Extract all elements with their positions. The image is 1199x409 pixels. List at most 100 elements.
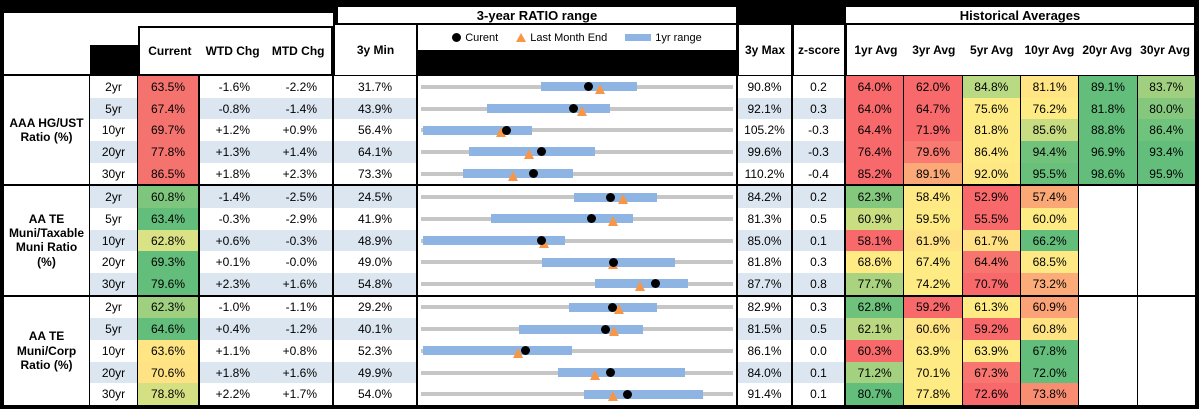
mtd-chg-cell[interactable]: +0.9% — [282, 123, 317, 138]
three-year-min-cell[interactable]: 49.0% — [332, 251, 416, 274]
avg-cell-30yr[interactable] — [1137, 296, 1195, 319]
three-year-min-cell[interactable]: 40.1% — [332, 318, 416, 340]
three-year-max-cell[interactable]: 86.1% — [736, 340, 791, 362]
current-cell[interactable]: 69.7% — [137, 119, 198, 142]
avg-cell-10yr[interactable]: 76.2% — [1020, 97, 1080, 120]
zscore-column-header[interactable]: z-score — [792, 24, 845, 76]
zscore-cell[interactable]: 0.3 — [791, 97, 844, 120]
avg-cell-30yr[interactable] — [1137, 208, 1195, 230]
avg-cell-3yr[interactable]: 58.4% — [904, 186, 963, 208]
wtd-chg-cell[interactable]: +1.8% — [198, 162, 265, 185]
current-cell[interactable]: 79.6% — [137, 273, 198, 295]
avg-cell-1yr[interactable]: 68.6% — [846, 251, 905, 274]
avg-cell-10yr[interactable]: 85.6% — [1020, 119, 1080, 142]
range-chart-cell[interactable] — [416, 251, 736, 274]
zscore-cell[interactable]: 0.5 — [791, 318, 844, 340]
avg-cell-10yr[interactable]: 60.0% — [1020, 208, 1080, 230]
three-year-min-cell[interactable]: 31.7% — [332, 76, 416, 98]
avg-cell-3yr[interactable]: 74.2% — [904, 273, 963, 295]
change-columns-header[interactable]: Current WTD Chg MTD Chg — [138, 26, 333, 76]
avg-cell-20yr[interactable]: 89.1% — [1079, 76, 1138, 98]
avg-cell-1yr[interactable]: 60.3% — [846, 340, 905, 362]
wtd-chg-cell[interactable]: -1.6% — [198, 76, 265, 98]
avg-cell-10yr[interactable]: 68.5% — [1020, 251, 1080, 274]
avg-cell-20yr[interactable]: 88.8% — [1079, 119, 1138, 142]
zscore-cell[interactable]: 0.1 — [791, 229, 844, 252]
wtd-chg-cell[interactable]: -1.0% — [198, 296, 265, 319]
tenor-cell[interactable]: 5yr — [90, 208, 138, 230]
avg-cell-30yr[interactable] — [1137, 361, 1195, 384]
range-chart-cell[interactable] — [416, 383, 736, 405]
avg-cell-3yr[interactable]: 67.4% — [904, 251, 963, 274]
avg-cell-10yr[interactable]: 66.2% — [1020, 229, 1080, 252]
three-year-max-cell[interactable]: 110.2% — [736, 162, 791, 185]
avg-cell-1yr[interactable]: 77.7% — [846, 273, 905, 295]
mtd-chg-cell[interactable]: -0.0% — [285, 255, 317, 270]
three-year-max-cell[interactable]: 81.3% — [736, 208, 791, 230]
three-year-min-cell[interactable]: 56.4% — [332, 119, 416, 142]
avg-cell-5yr[interactable]: 52.9% — [962, 186, 1021, 208]
avg-cell-20yr[interactable] — [1079, 296, 1138, 319]
avg-cell-5yr[interactable]: 64.4% — [962, 251, 1021, 274]
tenor-cell[interactable]: 30yr — [90, 162, 138, 185]
avg-cell-1yr[interactable]: 60.9% — [846, 208, 905, 230]
avg-cell-1yr[interactable]: 62.3% — [846, 186, 905, 208]
zscore-cell[interactable]: 0.3 — [791, 251, 844, 274]
current-cell[interactable]: 67.4% — [137, 97, 198, 120]
avg-cell-3yr[interactable]: 64.7% — [904, 97, 963, 120]
mtd-chg-cell[interactable]: +1.4% — [265, 141, 332, 163]
average-columns-header[interactable]: 1yr Avg 3yr Avg 5yr Avg 10yr Avg 20yr Av… — [845, 24, 1195, 76]
current-cell[interactable]: 62.3% — [137, 296, 198, 319]
avg-cell-3yr[interactable]: 70.1% — [904, 361, 963, 384]
avg-cell-1yr[interactable]: 64.4% — [846, 119, 905, 142]
wtd-chg-cell[interactable]: +0.6% — [198, 229, 265, 252]
avg-cell-5yr[interactable]: 61.7% — [962, 229, 1021, 252]
avg-cell-3yr[interactable]: 77.8% — [904, 383, 963, 405]
range-chart-cell[interactable] — [416, 119, 736, 142]
range-chart-cell[interactable] — [416, 186, 736, 208]
group-label[interactable]: AA TE Muni/Taxable Muni Ratio (%) — [4, 186, 90, 295]
avg-cell-10yr[interactable]: 73.8% — [1020, 383, 1080, 405]
tenor-cell[interactable]: 2yr — [90, 296, 138, 319]
avg-cell-10yr[interactable]: 94.4% — [1020, 141, 1080, 163]
three-year-min-cell[interactable]: 73.3% — [332, 162, 416, 185]
avg-cell-5yr[interactable]: 84.8% — [962, 76, 1021, 98]
zscore-cell[interactable]: -0.3 — [791, 141, 844, 163]
current-cell[interactable]: 70.6% — [137, 361, 198, 384]
avg-cell-3yr[interactable]: 63.9% — [904, 340, 963, 362]
avg-cell-3yr[interactable]: 89.1% — [904, 162, 963, 185]
range-chart-cell[interactable] — [416, 141, 736, 163]
wtd-chg-cell[interactable]: -1.4% — [198, 186, 265, 208]
avg-cell-3yr[interactable]: 59.2% — [904, 296, 963, 319]
three-year-max-cell[interactable]: 87.7% — [736, 273, 791, 295]
mtd-chg-cell[interactable]: -1.1% — [285, 300, 317, 315]
avg-cell-5yr[interactable]: 72.6% — [962, 383, 1021, 405]
zscore-cell[interactable]: 0.5 — [791, 208, 844, 230]
mtd-chg-cell[interactable]: +0.8% — [282, 343, 317, 358]
avg-cell-30yr[interactable] — [1137, 340, 1195, 362]
avg-cell-20yr[interactable] — [1079, 273, 1138, 295]
current-cell[interactable]: 63.4% — [137, 208, 198, 230]
zscore-cell[interactable]: 0.2 — [791, 186, 844, 208]
three-year-max-cell[interactable]: 84.2% — [736, 186, 791, 208]
three-year-min-cell[interactable]: 29.2% — [332, 296, 416, 319]
current-cell[interactable]: 69.3% — [137, 251, 198, 274]
zscore-cell[interactable]: 0.3 — [791, 296, 844, 319]
avg-cell-20yr[interactable]: 98.6% — [1079, 162, 1138, 185]
current-cell[interactable]: 77.8% — [137, 141, 198, 163]
tenor-cell[interactable]: 2yr — [90, 186, 138, 208]
range-chart-cell[interactable] — [416, 229, 736, 252]
avg-cell-20yr[interactable] — [1079, 383, 1138, 405]
avg-cell-1yr[interactable]: 85.2% — [846, 162, 905, 185]
tenor-cell[interactable]: 10yr — [90, 119, 138, 142]
range-chart-cell[interactable] — [416, 361, 736, 384]
wtd-chg-cell[interactable]: +1.8% — [198, 361, 265, 384]
wtd-chg-cell[interactable]: +2.3% — [198, 273, 265, 295]
three-year-min-cell[interactable]: 64.1% — [332, 141, 416, 163]
range-chart-cell[interactable] — [416, 208, 736, 230]
group-label[interactable]: AA TE Muni/Corp Ratio (%) — [4, 296, 90, 405]
three-year-max-cell[interactable]: 84.0% — [736, 361, 791, 384]
range-chart-cell[interactable] — [416, 296, 736, 319]
tenor-cell[interactable]: 5yr — [90, 97, 138, 120]
three-year-max-cell[interactable]: 99.6% — [736, 141, 791, 163]
